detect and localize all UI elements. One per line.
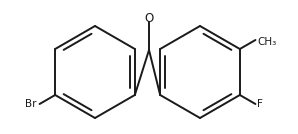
Text: Br: Br: [25, 99, 37, 109]
Text: O: O: [144, 12, 154, 25]
Text: F: F: [257, 99, 263, 109]
Text: CH₃: CH₃: [257, 37, 277, 47]
